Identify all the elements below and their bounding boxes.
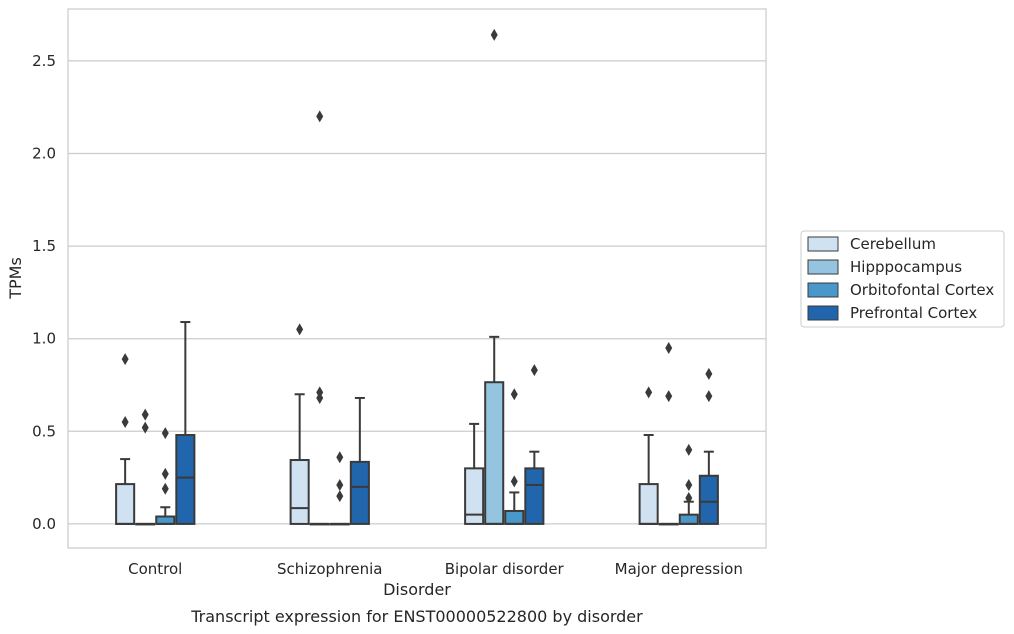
outlier-point	[705, 390, 713, 403]
box-group	[658, 341, 679, 526]
legend-label: Hipppocampus	[850, 258, 962, 276]
plot-frame	[67, 8, 767, 549]
legend-swatch	[807, 282, 839, 298]
x-tick-label: Major depression	[615, 560, 743, 578]
legend-frame	[800, 230, 1005, 328]
y-axis-label: TPMs	[6, 257, 25, 300]
box-group	[524, 364, 545, 525]
outlier-point	[510, 475, 518, 488]
box-iqr	[524, 467, 545, 525]
box-group	[289, 323, 310, 525]
y-tick-label: 1.5	[32, 237, 56, 255]
y-tick-label: 0.0	[32, 515, 56, 533]
y-tick-label: 1.0	[32, 330, 56, 348]
x-tick-label: Schizophrenia	[277, 560, 382, 578]
y-tick-label: 2.5	[32, 52, 56, 70]
plot-area	[68, 9, 766, 548]
outlier-point	[685, 479, 693, 492]
y-tick-label: 2.0	[32, 144, 56, 162]
y-tick-label: 0.5	[32, 422, 56, 440]
box-marks	[115, 28, 719, 526]
outlier-point	[141, 408, 149, 421]
box-iqr	[678, 513, 699, 525]
box-group	[484, 28, 505, 525]
outlier-point	[665, 341, 673, 354]
outlier-point	[296, 323, 304, 336]
x-tick-label: Control	[128, 560, 182, 578]
outlier-point	[161, 467, 169, 480]
outlier-point	[530, 364, 538, 377]
outlier-point	[141, 421, 149, 434]
box-group	[175, 321, 196, 525]
legend-swatch	[807, 236, 839, 252]
outlier-point	[161, 427, 169, 440]
box-group	[464, 422, 485, 525]
box-group	[329, 451, 350, 526]
outlier-point	[121, 353, 129, 366]
outlier-point	[490, 28, 498, 41]
outlier-point	[336, 479, 344, 492]
x-axis-label: Disorder	[383, 580, 451, 599]
y-tick-labels: 0.0 0.5 1.0 1.5 2.0 2.5	[32, 52, 56, 533]
box-iqr	[464, 467, 485, 525]
box-iqr	[349, 460, 370, 525]
outlier-point	[665, 390, 673, 403]
box-iqr	[638, 483, 659, 525]
outlier-point	[705, 367, 713, 380]
box-iqr	[155, 515, 176, 525]
legend-label: Cerebellum	[850, 235, 936, 253]
x-tick-label: Bipolar disorder	[445, 560, 565, 578]
legend: Cerebellum Hipppocampus Orbitofontal Corte…	[800, 230, 1005, 328]
box-group	[349, 396, 370, 525]
chart-caption: Transcript expression for ENST0000052280…	[190, 607, 643, 626]
outlier-point	[510, 388, 518, 401]
outlier-point	[336, 451, 344, 464]
outlier-point	[645, 386, 653, 399]
box-group	[155, 427, 176, 525]
box-group	[135, 408, 156, 526]
outlier-point	[316, 386, 324, 399]
box-group	[678, 443, 699, 525]
box-iqr	[484, 381, 505, 525]
outlier-point	[161, 482, 169, 495]
box-group	[638, 386, 659, 525]
box-iqr	[698, 474, 719, 525]
legend-label: Orbitofontal Cortex	[850, 281, 994, 299]
box-iqr	[504, 509, 525, 525]
legend-swatch	[807, 305, 839, 321]
box-group	[698, 367, 719, 525]
legend-swatch	[807, 259, 839, 275]
outlier-point	[685, 491, 693, 504]
box-iqr	[175, 434, 196, 525]
box-iqr	[115, 483, 136, 525]
legend-label: Prefrontal Cortex	[850, 304, 977, 322]
box-group	[309, 110, 330, 526]
outlier-point	[685, 443, 693, 456]
box-iqr	[289, 459, 310, 525]
box-group	[115, 353, 136, 525]
x-tick-labels: Control Schizophrenia Bipolar disorder Majo…	[128, 560, 743, 578]
box-group	[504, 388, 525, 525]
outlier-point	[316, 110, 324, 123]
outlier-point	[121, 416, 129, 429]
outlier-point	[336, 490, 344, 503]
